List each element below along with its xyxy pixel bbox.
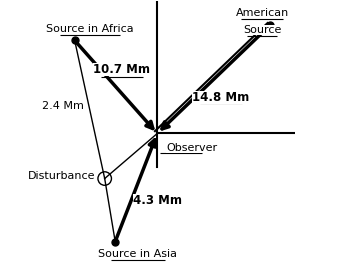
Text: Source: Source — [243, 25, 282, 36]
Text: 10.7 Mm: 10.7 Mm — [94, 64, 151, 76]
Text: Observer: Observer — [166, 143, 217, 152]
Text: 14.8 Mm: 14.8 Mm — [192, 92, 250, 104]
Text: Disturbance: Disturbance — [28, 171, 96, 180]
Text: Source in Asia: Source in Asia — [98, 249, 177, 259]
Text: Source in Africa: Source in Africa — [46, 24, 134, 34]
Text: American: American — [236, 8, 289, 18]
Text: 2.4 Mm: 2.4 Mm — [42, 101, 84, 112]
Text: 4.3 Mm: 4.3 Mm — [133, 194, 182, 207]
